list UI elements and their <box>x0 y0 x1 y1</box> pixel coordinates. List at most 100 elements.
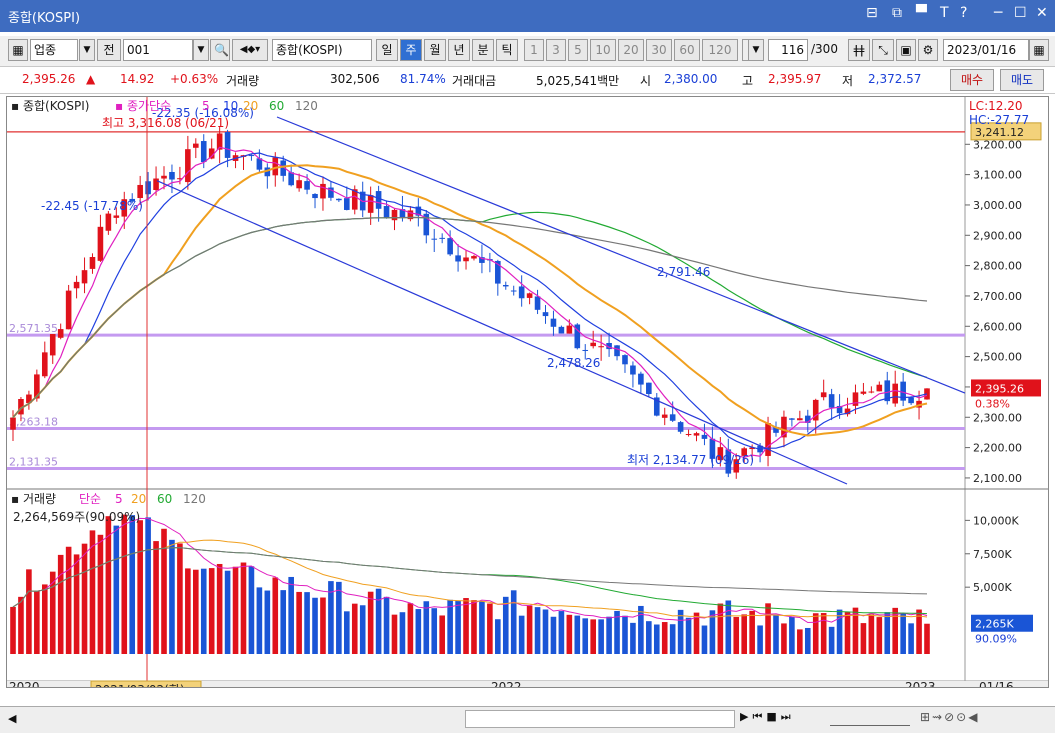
period-minute[interactable]: 분 <box>472 39 494 61</box>
minimize-icon[interactable]: ─ <box>994 5 1003 21</box>
volume-bar <box>272 577 279 654</box>
layout-icon[interactable]: ⊟ <box>866 5 878 21</box>
candle-body <box>892 383 899 404</box>
buy-button[interactable]: 매수 <box>950 69 994 91</box>
candle-body <box>296 180 302 189</box>
period-year[interactable]: 년 <box>448 39 470 61</box>
draw-icon[interactable]: ⤡ <box>872 39 894 61</box>
left-pct-annotation: -22.45 (-17.78%) <box>41 199 143 213</box>
gear-icon[interactable]: ⚙ <box>918 39 938 61</box>
candle-body <box>399 209 406 218</box>
interval-1[interactable]: 1 <box>524 39 544 61</box>
interval-20[interactable]: 20 <box>618 39 644 61</box>
candle-icon[interactable]: ǂǂ <box>848 39 870 61</box>
candle-body <box>550 318 557 327</box>
ma-legend-120: 120 <box>295 99 318 113</box>
period-day[interactable]: 일 <box>376 39 398 61</box>
search-icon[interactable]: 🔍 <box>210 39 230 61</box>
y-tick-label: 3,200.00 <box>973 138 1022 151</box>
current-price-box <box>971 379 1041 397</box>
line2-annotation: 2,478.26 <box>547 356 600 370</box>
sell-button[interactable]: 매도 <box>1000 69 1044 91</box>
interval-10[interactable]: 10 <box>590 39 616 61</box>
candle-body <box>669 414 676 421</box>
price-volume-chart[interactable]: 3,200.00 3,100.00 3,000.00 2,900.00 2,800.00… <box>7 97 1048 699</box>
volume-bar <box>502 596 509 654</box>
ma-line-10 <box>12 152 928 450</box>
volume-bar <box>463 598 469 654</box>
playback-controls[interactable]: ▶⏮■⏭ <box>740 710 795 723</box>
code-input[interactable]: 001 <box>123 39 193 61</box>
interval-3[interactable]: 3 <box>546 39 566 61</box>
zoom-slider[interactable] <box>830 710 910 726</box>
prev-button[interactable]: 전 <box>97 39 121 61</box>
candle-body <box>725 449 732 474</box>
tool-icons[interactable]: ⊞⇝⊘⊙◀ <box>920 710 980 724</box>
candle-body <box>415 206 422 216</box>
date-input[interactable]: 2023/01/16 <box>943 39 1029 61</box>
candle-body <box>900 381 906 401</box>
candle-body <box>590 342 596 347</box>
name-field[interactable]: 종합(KOSPI) <box>272 39 372 61</box>
vol-legend: ▪ 거래량 <box>11 492 56 506</box>
candle-body <box>57 329 64 338</box>
up-arrow-icon: ▲ <box>86 72 96 86</box>
trendline-upper <box>276 116 966 394</box>
scrollbar[interactable] <box>465 710 735 728</box>
grid-icon[interactable]: ▦ <box>8 39 28 61</box>
candle-body <box>10 417 16 430</box>
change: 14.92 <box>120 72 155 86</box>
font-icon[interactable]: T <box>940 5 949 21</box>
save-icon[interactable]: ▣ <box>896 39 916 61</box>
interval-dropdown-icon[interactable]: ▼ <box>748 39 764 61</box>
volume-bar <box>574 615 581 654</box>
help-icon[interactable]: ? <box>960 5 968 21</box>
chart-area[interactable]: 3,200.00 3,100.00 3,000.00 2,900.00 2,800.00… <box>6 96 1049 699</box>
vol-legend-120: 120 <box>183 492 206 506</box>
scroll-left-icon[interactable]: ◀ <box>8 712 17 725</box>
volume-bar <box>232 566 239 654</box>
period-month[interactable]: 월 <box>424 39 446 61</box>
close-icon[interactable]: ✕ <box>1036 5 1048 21</box>
candle-body <box>765 423 771 456</box>
maximize-icon[interactable]: ☐ <box>1014 5 1027 21</box>
volume-bar <box>439 615 445 654</box>
current-price-label: 2,395.26 <box>975 382 1024 395</box>
volume-bar <box>828 626 835 654</box>
interval-30[interactable]: 30 <box>646 39 672 61</box>
speaker-icon[interactable]: ◀◆▾ <box>232 39 268 61</box>
code-dropdown-icon[interactable]: ▼ <box>193 39 209 61</box>
period-week[interactable]: 주 <box>400 39 422 61</box>
calendar-icon[interactable]: ▦ <box>1029 39 1049 61</box>
candle-body <box>137 184 143 199</box>
copy-window-icon[interactable]: ⧉ <box>892 5 902 21</box>
quote-bar: 2,395.26 ▲ 14.92 +0.63% 거래량 302,506 81.7… <box>0 66 1055 94</box>
low: 2,372.57 <box>868 72 922 86</box>
candle-body <box>820 392 827 398</box>
vol-pct-label: 90.09% <box>975 633 1017 646</box>
interval-5[interactable]: 5 <box>568 39 588 61</box>
candle-body <box>407 210 414 220</box>
main-legend: ▪ 종합(KOSPI) <box>11 99 89 113</box>
toolbar: ▦ 업종 ▼ 전 001 ▼ 🔍 ◀◆▾ 종합(KOSPI) 일 주 월 년 분… <box>0 36 1055 66</box>
volume-bar <box>399 612 406 654</box>
candle-body <box>876 384 883 392</box>
candle-body <box>34 374 40 399</box>
ma-line-5 <box>12 146 928 459</box>
candle-body <box>741 448 747 456</box>
volume-bar <box>177 543 183 654</box>
count-input[interactable]: 116 <box>768 39 808 61</box>
interval-60[interactable]: 60 <box>674 39 700 61</box>
volume-bar <box>725 600 732 654</box>
period-tick[interactable]: 틱 <box>496 39 518 61</box>
volume-bar <box>208 568 215 654</box>
market-select[interactable]: 업종 <box>30 39 78 61</box>
chevron-down-icon[interactable]: ▼ <box>79 39 95 61</box>
candle-body <box>288 172 294 186</box>
candle-body <box>169 171 175 180</box>
open-label: 시 <box>640 74 652 88</box>
pin-icon[interactable]: ▀ <box>916 5 927 21</box>
interval-120[interactable]: 120 <box>702 39 738 61</box>
candle-body <box>423 213 430 236</box>
y-tick-label: 2,100.00 <box>973 472 1022 485</box>
